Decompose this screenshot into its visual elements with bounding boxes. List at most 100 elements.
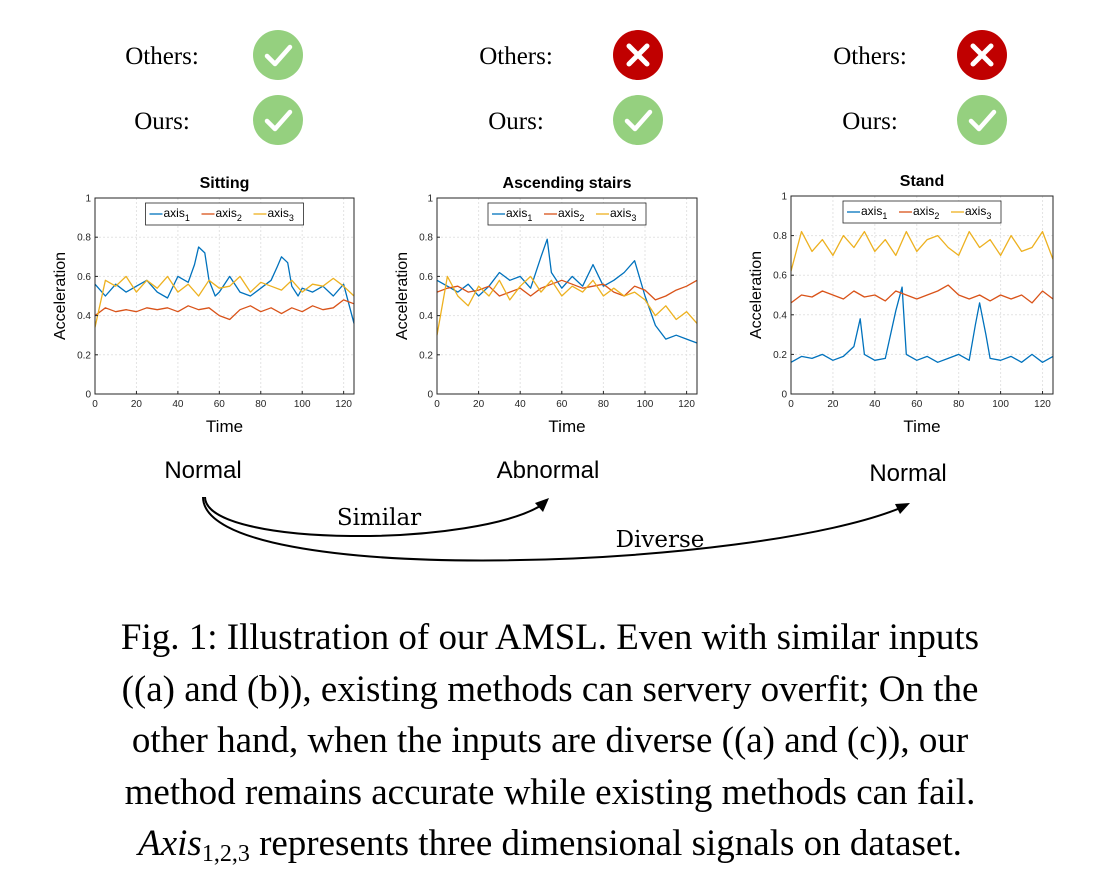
- x-tick-label: 0: [788, 399, 794, 410]
- y-axis-label: Acceleration: [394, 252, 411, 340]
- plot-area: [95, 198, 354, 394]
- y-tick-label: 0: [427, 390, 433, 401]
- cross-icon: [957, 30, 1007, 80]
- x-tick-label: 120: [678, 399, 695, 410]
- check-icon: [613, 95, 663, 145]
- legend: axis1 axis2 axis3: [842, 200, 1002, 224]
- cross-icon: [613, 30, 663, 80]
- y-tick-label: 0.8: [419, 233, 433, 244]
- series-line-axis1: [436, 238, 698, 344]
- legend-entry: axis3: [965, 204, 991, 221]
- similar-arrowhead: [535, 498, 549, 512]
- y-tick-label: 1: [427, 194, 433, 205]
- y-axis-label: Acceleration: [748, 251, 765, 339]
- caption-line-3: other hand, when the inputs are diverse …: [131, 720, 969, 761]
- chart-1: 0 20 40 60 80 100 120 0 0.2 0.4 0.6 0.8 1 Sitting Time…: [52, 175, 355, 436]
- caption-line-4: method remains accurate while existing m…: [124, 771, 976, 813]
- y-tick-label: 0.6: [77, 272, 91, 283]
- y-tick-label: 0.4: [773, 310, 787, 321]
- y-tick-label: 0.4: [77, 311, 91, 322]
- caption-line-5: Axis1,2,3 represents three dimensional s…: [0, 818, 1100, 881]
- legend: axis1 axis2 axis3: [145, 202, 304, 226]
- series-line-axis2: [790, 284, 1054, 304]
- status-label: Ours:: [134, 108, 190, 135]
- chart-title: Sitting: [200, 175, 250, 192]
- x-tick-label: 80: [255, 399, 267, 410]
- y-tick-label: 0.6: [419, 272, 433, 283]
- y-tick-label: 0: [85, 390, 91, 401]
- status-label: Ours:: [488, 108, 544, 135]
- status-indicators: Others: Others: Others: Ours: Ours: Ours:: [125, 30, 1007, 145]
- x-tick-label: 120: [335, 399, 352, 410]
- chart-title: Ascending stairs: [503, 175, 632, 192]
- legend-entry: axis2: [216, 206, 242, 223]
- y-axis-label: Acceleration: [52, 252, 69, 340]
- check-icon: [253, 30, 303, 80]
- x-tick-label: 100: [294, 399, 311, 410]
- legend-entry: axis3: [610, 206, 636, 223]
- axes-box: [790, 195, 1054, 395]
- figure: Others: Others: Others: Ours: Ours: Ours: 0 20…: [52, 30, 1054, 562]
- x-tick-label: 0: [434, 399, 440, 410]
- x-tick-label: 120: [1034, 399, 1051, 410]
- legend-entry: axis1: [164, 206, 190, 223]
- caption-math: Axis: [138, 823, 202, 864]
- y-tick-label: 0.2: [77, 350, 91, 361]
- legend-entry: axis3: [268, 206, 294, 223]
- figure-caption: Fig. 1: Illustration of our AMSL. Even w…: [0, 612, 1100, 881]
- series-line-axis3: [790, 230, 1054, 272]
- x-tick-label: 80: [598, 399, 610, 410]
- x-tick-label: 60: [911, 399, 923, 410]
- panel-annotations: Normal Abnormal Normal Similar Diverse: [164, 457, 947, 562]
- axes-box: [94, 197, 355, 395]
- diverse-arrow: [202, 496, 906, 562]
- series-line-axis3: [94, 275, 355, 328]
- status-label: Ours:: [842, 108, 898, 135]
- legend-entry: axis2: [913, 204, 939, 221]
- chart-title: Stand: [900, 173, 944, 190]
- y-tick-label: 0.6: [773, 271, 787, 282]
- legend: axis1 axis2 axis3: [487, 202, 647, 226]
- panel-label-b: Abnormal: [497, 457, 600, 484]
- x-tick-label: 40: [515, 399, 527, 410]
- diverse-arrowhead: [895, 503, 910, 514]
- series-line-axis3: [436, 275, 698, 336]
- y-tick-label: 0.2: [419, 350, 433, 361]
- similar-arrow: [204, 496, 546, 538]
- legend-entry: axis1: [506, 206, 532, 223]
- caption-line-1: Fig. 1: Illustration of our AMSL. Even w…: [120, 617, 980, 658]
- x-tick-label: 20: [827, 399, 839, 410]
- axes-box: [436, 197, 698, 395]
- caption-line-2: ((a) and (b)), existing methods can serv…: [121, 668, 979, 710]
- x-tick-label: 0: [92, 399, 98, 410]
- plot-area: [791, 196, 1053, 394]
- y-tick-label: 0.4: [419, 311, 433, 322]
- x-tick-label: 80: [953, 399, 965, 410]
- series-line-axis2: [94, 299, 355, 321]
- x-tick-label: 20: [473, 399, 485, 410]
- status-label: Others:: [833, 43, 907, 70]
- x-axis-label: Time: [903, 417, 940, 436]
- diverse-label: Diverse: [616, 527, 705, 553]
- y-tick-label: 0.8: [773, 231, 787, 242]
- y-tick-label: 1: [85, 194, 91, 205]
- x-tick-label: 100: [637, 399, 654, 410]
- y-tick-label: 0.2: [773, 350, 787, 361]
- charts: 0 20 40 60 80 100 12000.20.40.60.81SittingTime…: [52, 173, 1054, 436]
- legend-entry: axis2: [558, 206, 584, 223]
- legend-entry: axis1: [861, 204, 887, 221]
- x-tick-label: 20: [131, 399, 143, 410]
- x-tick-label: 60: [556, 399, 568, 410]
- check-icon: [957, 95, 1007, 145]
- y-tick-label: 1: [781, 192, 787, 203]
- status-label: Others:: [479, 43, 553, 70]
- caption-line-5-text: represents three dimensional signals on …: [249, 823, 962, 864]
- x-axis-label: Time: [206, 417, 243, 436]
- chart-3: 0 20 40 60 80 100 120 0 0.2 0.4 0.6 0.8 1 Stand Time Ac…: [748, 173, 1054, 436]
- x-tick-label: 100: [992, 399, 1009, 410]
- x-tick-label: 40: [172, 399, 184, 410]
- x-tick-label: 60: [214, 399, 226, 410]
- y-tick-label: 0: [781, 390, 787, 401]
- caption-math-subscript: 1,2,3: [201, 841, 250, 867]
- check-icon: [253, 95, 303, 145]
